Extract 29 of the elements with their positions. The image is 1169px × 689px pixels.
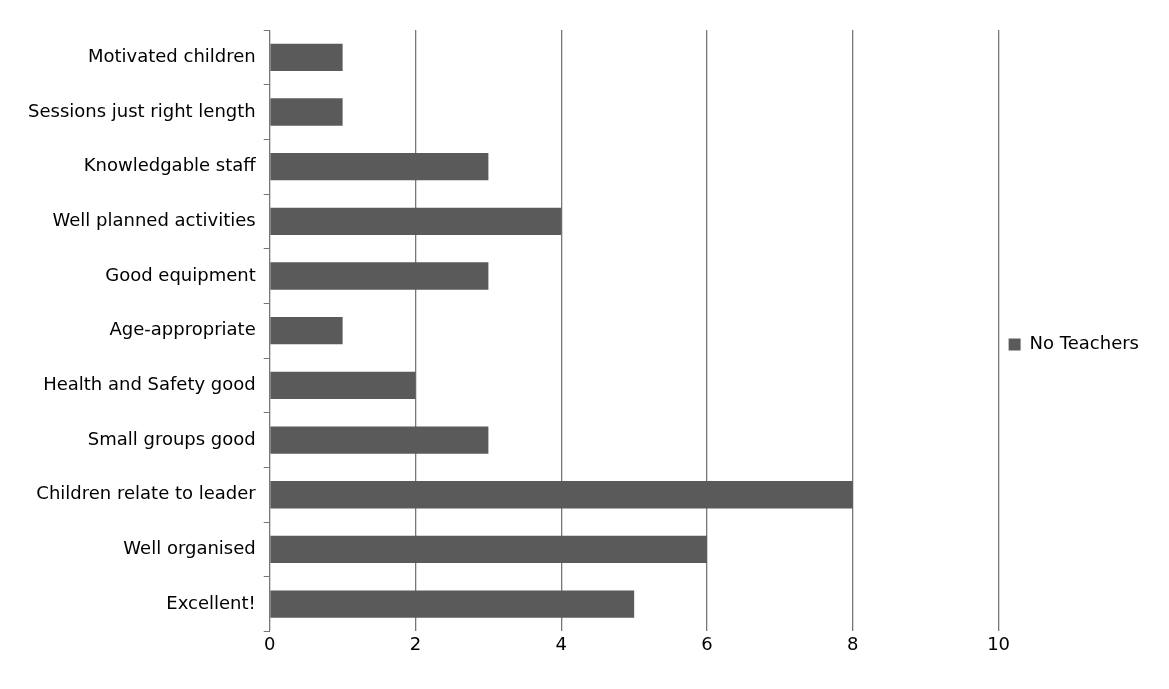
- y-tick-label: Good equipment: [105, 263, 256, 285]
- y-tick-label: Age-appropriate: [109, 318, 256, 340]
- y-tick-label: Children relate to leader: [36, 482, 257, 504]
- y-tick-label: Health and Safety good: [43, 373, 256, 395]
- bar: [270, 481, 853, 509]
- bar: [270, 535, 708, 564]
- bar: [270, 426, 489, 454]
- x-tick-label: 10: [987, 632, 1011, 654]
- y-tick-label: Sessions just right length: [28, 99, 256, 121]
- bar: [270, 590, 635, 618]
- y-tick-label: Motivated children: [87, 45, 256, 67]
- x-tick-label: 4: [555, 632, 568, 654]
- bar: [270, 207, 562, 236]
- bar: [270, 262, 489, 290]
- bar: [270, 43, 343, 72]
- y-tick-label: Small groups good: [87, 427, 256, 449]
- x-tick-label: 8: [847, 632, 859, 654]
- legend-label: No Teachers: [1029, 332, 1140, 354]
- y-tick-label: Knowledgable staff: [83, 154, 257, 176]
- x-tick-label: 0: [264, 632, 276, 654]
- bar: [270, 153, 489, 181]
- bar: [270, 317, 343, 345]
- y-tick-label: Well organised: [123, 537, 256, 559]
- y-tick-label: Excellent!: [166, 591, 256, 613]
- x-tick-label: 6: [701, 632, 713, 654]
- x-tick-label: 2: [409, 632, 422, 654]
- bar: [270, 98, 343, 126]
- bar: [270, 371, 416, 400]
- y-tick-label: Well planned activities: [52, 209, 256, 231]
